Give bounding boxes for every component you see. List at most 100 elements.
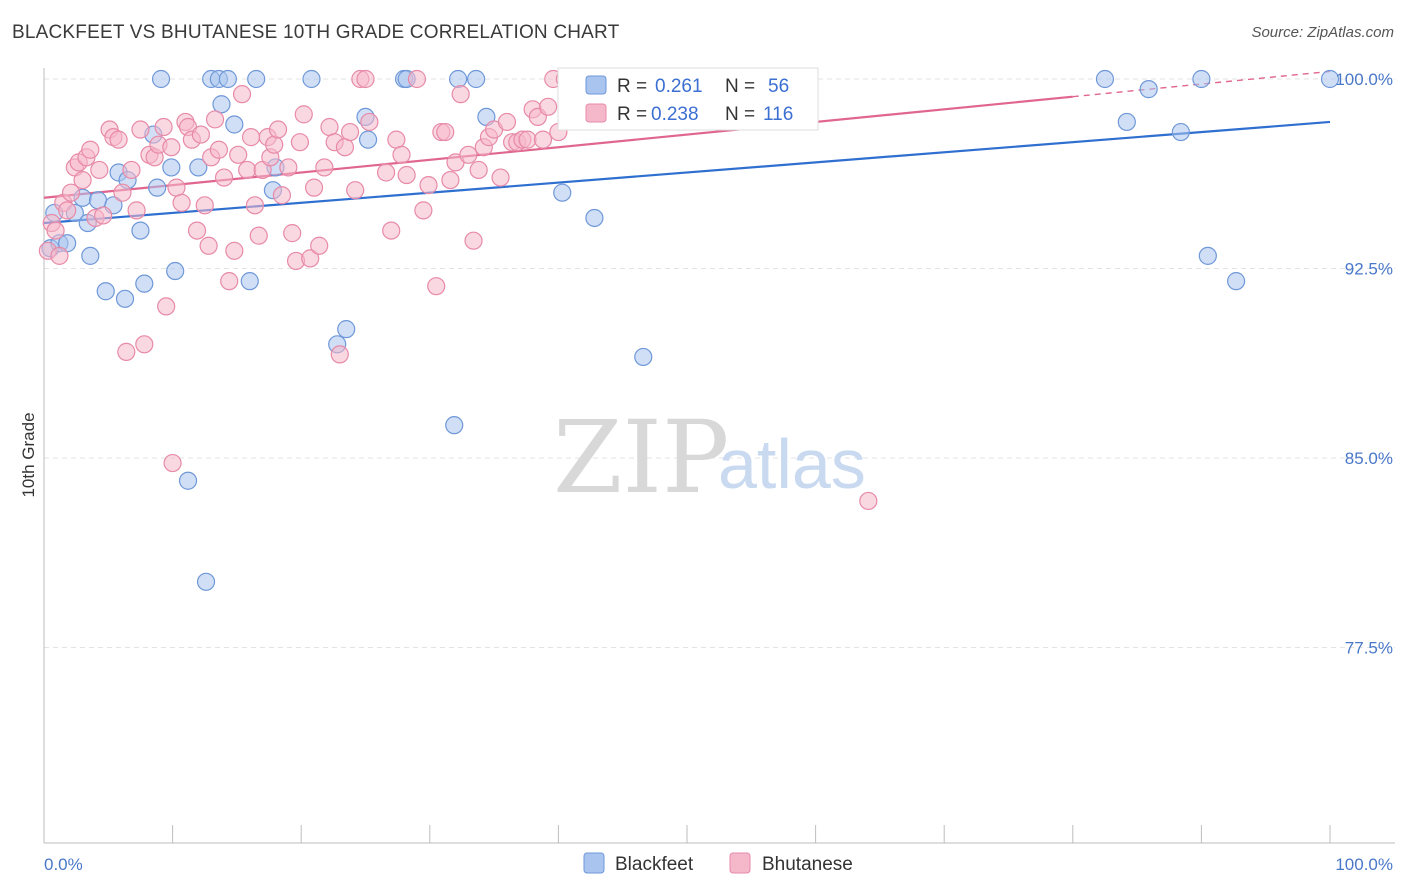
point-bhutanese-76 <box>376 163 396 182</box>
point-bhutanese-21 <box>127 201 146 220</box>
point-bhutanese-72 <box>346 181 365 200</box>
point-bhutanese-39 <box>199 236 218 255</box>
point-blackfeet-33 <box>302 69 321 89</box>
point-blackfeet-20 <box>166 261 185 281</box>
point-bhutanese-87 <box>441 170 460 190</box>
point-blackfeet-23 <box>196 572 216 591</box>
bottom-legend-label-bhutanese: Bhutanese <box>762 854 853 875</box>
point-bhutanese-84 <box>427 277 446 296</box>
x-tick-label-1: 100.0% <box>1335 855 1393 874</box>
point-blackfeet-54 <box>1227 272 1246 291</box>
point-blackfeet-19 <box>162 158 181 177</box>
point-blackfeet-17 <box>148 178 167 197</box>
point-bhutanese-61 <box>290 133 310 152</box>
point-bhutanese-18 <box>113 183 132 202</box>
point-bhutanese-70 <box>335 138 355 157</box>
bottom-legend-label-blackfeet: Blackfeet <box>615 854 694 875</box>
point-blackfeet-12 <box>115 289 135 308</box>
point-bhutanese-83 <box>419 176 438 195</box>
point-blackfeet-35 <box>337 320 356 339</box>
legend-r-label-bhutanese: R = <box>617 104 647 125</box>
point-bhutanese-117 <box>859 491 878 511</box>
point-bhutanese-44 <box>220 272 239 291</box>
point-bhutanese-27 <box>154 117 173 137</box>
legend-n-value-bhutanese: 116 <box>763 104 793 125</box>
point-bhutanese-51 <box>249 226 268 245</box>
y-tick-label-3: 77.5% <box>1345 639 1393 658</box>
point-bhutanese-79 <box>392 145 411 164</box>
point-bhutanese-49 <box>241 128 261 147</box>
point-bhutanese-17 <box>109 130 128 149</box>
point-blackfeet-42 <box>466 69 486 89</box>
point-bhutanese-32 <box>172 193 191 212</box>
point-bhutanese-57 <box>272 186 292 205</box>
point-bhutanese-56 <box>268 120 288 139</box>
point-bhutanese-11 <box>81 140 100 159</box>
point-bhutanese-6 <box>61 183 81 202</box>
series-bhutanese <box>38 69 878 511</box>
watermark-atlas: atlas <box>718 425 866 503</box>
point-bhutanese-13 <box>90 160 109 180</box>
bottom-legend-swatch-bhutanese <box>729 852 751 874</box>
y-tick-label-2: 85.0% <box>1345 449 1393 468</box>
point-blackfeet-21 <box>178 471 198 490</box>
point-blackfeet-27 <box>218 69 237 89</box>
axes <box>43 68 1395 844</box>
point-bhutanese-89 <box>451 85 470 104</box>
point-bhutanese-81 <box>407 69 427 89</box>
trend-line-blackfeet <box>43 120 1331 225</box>
point-bhutanese-96 <box>491 168 510 187</box>
point-blackfeet-14 <box>131 221 150 240</box>
legend-r-label-blackfeet: R = <box>617 76 647 97</box>
legend-r-value-bhutanese: 0.238 <box>651 104 699 125</box>
legend: R = 0.261 N = 56 R = 0.238 N = 116 <box>557 67 819 131</box>
point-bhutanese-19 <box>117 342 136 361</box>
point-blackfeet-15 <box>135 274 154 293</box>
point-bhutanese-5 <box>58 201 77 220</box>
point-blackfeet-45 <box>585 208 604 228</box>
y-tick-label-1: 92.5% <box>1345 260 1393 279</box>
point-blackfeet-30 <box>247 69 266 89</box>
point-blackfeet-46 <box>634 347 653 367</box>
point-blackfeet-37 <box>358 130 378 149</box>
point-blackfeet-48 <box>1095 69 1115 89</box>
legend-r-value-blackfeet: 0.261 <box>655 76 703 97</box>
point-blackfeet-28 <box>225 115 244 134</box>
y-tick-labels: 100.0% 92.5% 85.0% 77.5% <box>1335 70 1393 658</box>
x-tick-label-0: 0.0% <box>44 855 83 874</box>
point-bhutanese-30 <box>163 453 182 473</box>
point-bhutanese-104 <box>533 130 553 149</box>
point-bhutanese-66 <box>315 158 334 177</box>
point-bhutanese-48 <box>238 160 257 180</box>
point-bhutanese-47 <box>232 85 252 104</box>
point-bhutanese-97 <box>497 112 517 132</box>
point-bhutanese-55 <box>265 135 284 154</box>
point-bhutanese-38 <box>195 196 214 215</box>
point-blackfeet-49 <box>1117 112 1136 132</box>
point-bhutanese-74 <box>356 69 375 89</box>
point-bhutanese-31 <box>167 178 186 197</box>
legend-n-label-bhutanese: N = <box>725 104 755 125</box>
point-blackfeet-22 <box>189 158 208 177</box>
chart-source: Source: ZipAtlas.com <box>1251 24 1394 41</box>
legend-swatch-bhutanese <box>585 103 607 123</box>
point-bhutanese-105 <box>539 97 558 116</box>
point-bhutanese-9 <box>73 170 92 190</box>
point-bhutanese-3 <box>50 246 69 265</box>
point-bhutanese-29 <box>162 138 181 157</box>
point-bhutanese-69 <box>330 345 349 364</box>
point-blackfeet-44 <box>553 183 572 202</box>
y-axis-label: 10th Grade <box>19 412 38 497</box>
point-bhutanese-77 <box>382 221 401 240</box>
point-bhutanese-86 <box>436 122 455 142</box>
trend-line-bhutanese <box>43 95 1073 199</box>
point-bhutanese-45 <box>225 241 244 260</box>
point-bhutanese-23 <box>135 335 154 354</box>
point-bhutanese-41 <box>205 110 225 129</box>
point-bhutanese-50 <box>245 196 265 215</box>
watermark: ZIP atlas <box>553 399 866 516</box>
point-bhutanese-20 <box>122 160 141 180</box>
point-bhutanese-90 <box>459 145 478 164</box>
point-blackfeet-53 <box>1198 246 1217 265</box>
